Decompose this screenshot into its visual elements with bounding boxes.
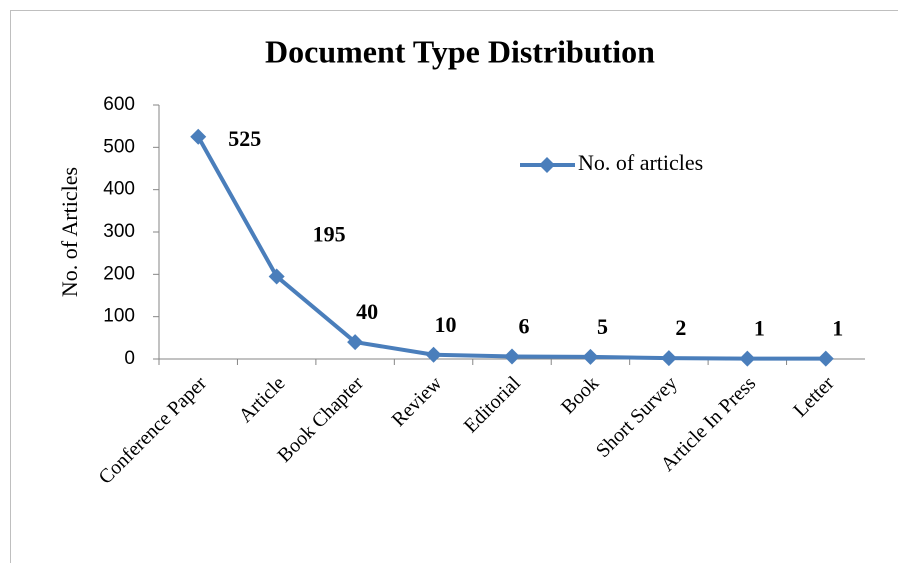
- y-tick-label: 400: [103, 179, 135, 200]
- x-tick-label: Letter: [789, 372, 839, 422]
- marker: [190, 128, 207, 145]
- marker: [739, 350, 756, 367]
- y-tick-label: 0: [124, 348, 135, 369]
- data-label: 2: [675, 315, 686, 340]
- y-tick-label: 100: [103, 306, 135, 327]
- legend-label: No. of articles: [578, 150, 703, 175]
- marker: [425, 346, 442, 363]
- x-tick-label: Book: [557, 372, 603, 418]
- x-tick-label: Article: [235, 372, 290, 427]
- data-label: 195: [313, 221, 346, 246]
- marker: [504, 348, 520, 365]
- marker: [817, 350, 834, 367]
- chart-border: [10, 10, 898, 563]
- data-label: 1: [754, 316, 765, 341]
- x-tick-label: Conference Paper: [95, 372, 212, 489]
- marker: [347, 334, 364, 351]
- legend-marker: [539, 157, 555, 173]
- y-tick-label: 200: [103, 263, 135, 284]
- data-label: 5: [597, 314, 608, 339]
- y-tick-label: 600: [103, 94, 135, 115]
- data-label: 525: [228, 126, 261, 151]
- marker: [660, 350, 677, 367]
- chart-title: Document Type Distribution: [265, 33, 655, 69]
- line: [196, 135, 826, 361]
- data-label: 6: [519, 314, 530, 339]
- y-tick-label: 500: [103, 136, 135, 157]
- y-axis-label: No. of Articles: [57, 167, 82, 297]
- data-label: 1: [832, 316, 843, 341]
- y-tick-label: 300: [103, 221, 135, 242]
- x-tick-label: Review: [388, 372, 447, 431]
- marker: [268, 268, 285, 285]
- data-label: 10: [435, 312, 457, 337]
- data-label: 40: [356, 299, 378, 324]
- marker: [582, 348, 599, 365]
- x-tick-label: Editorial: [460, 372, 525, 437]
